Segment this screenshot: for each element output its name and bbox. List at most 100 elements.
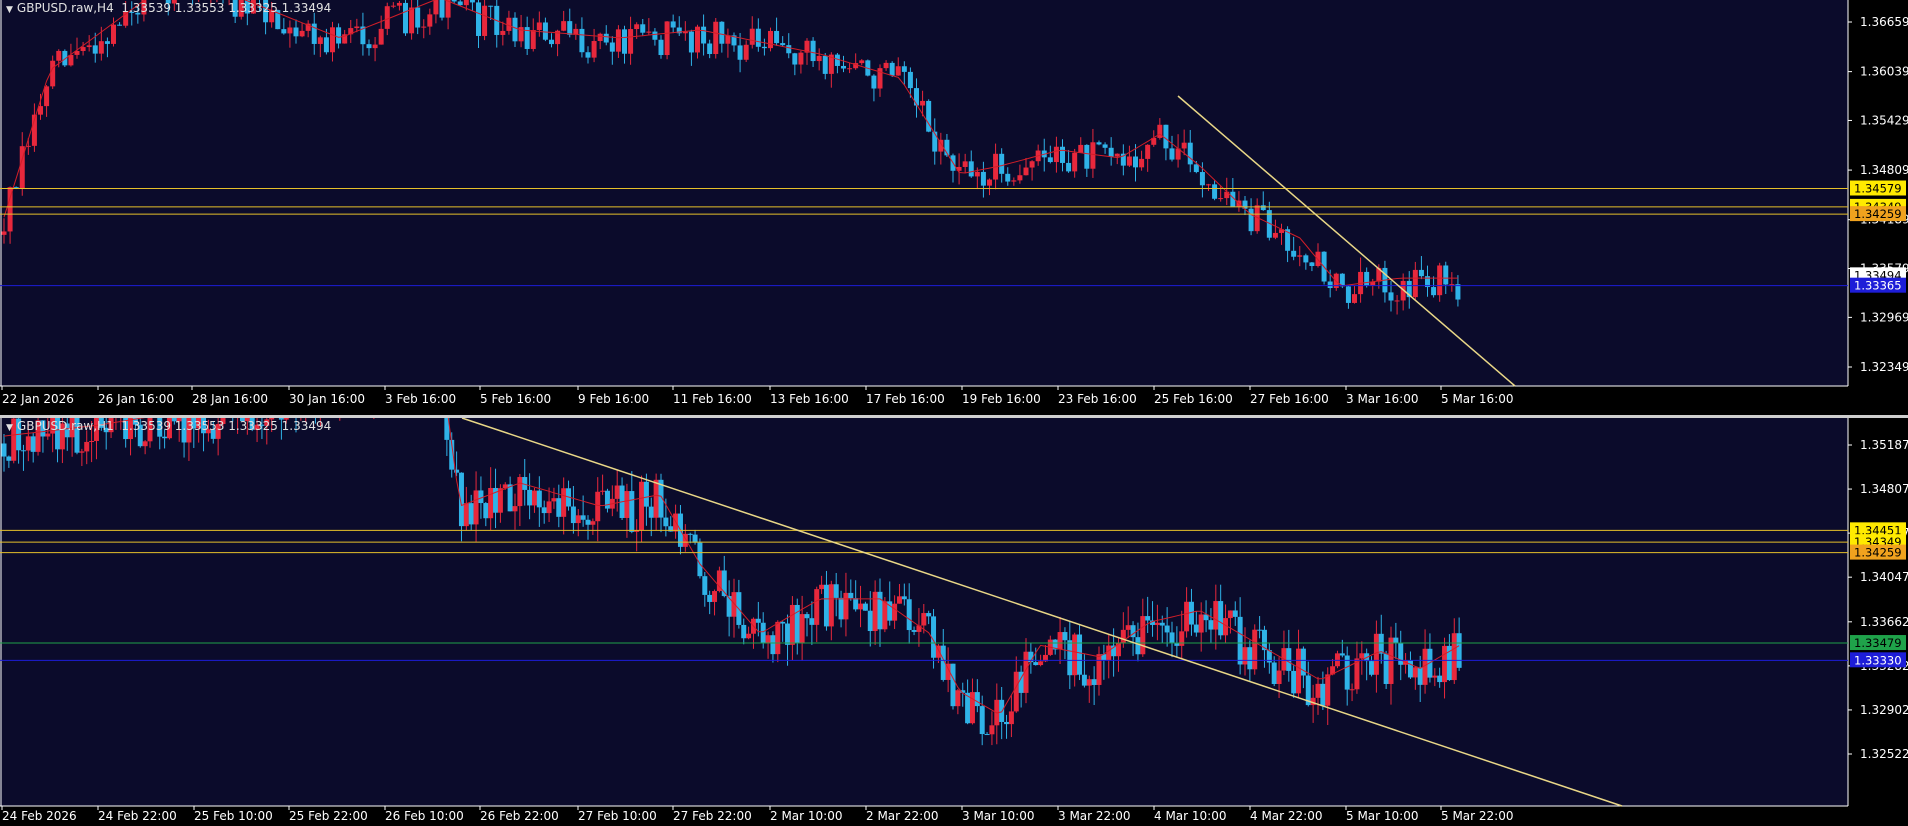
candle-body <box>259 424 265 426</box>
candle-body <box>804 40 810 53</box>
candle-body <box>1291 250 1297 257</box>
candle-body <box>13 187 19 189</box>
h4-title-text: GBPUSD.raw,H4 1.33539 1.33553 1.33325 1.… <box>16 1 332 15</box>
candle-body <box>561 21 567 31</box>
candle-body <box>1260 205 1266 211</box>
candle-body <box>1334 653 1340 667</box>
candle-body <box>507 484 513 512</box>
candle-body <box>1090 142 1096 169</box>
candle-body <box>609 42 615 52</box>
candle-body <box>962 161 968 167</box>
candle-body <box>186 418 192 443</box>
candle-body <box>1376 267 1382 282</box>
candle-body <box>969 692 975 724</box>
candle-body <box>278 418 284 420</box>
candle-body <box>342 34 348 44</box>
candle-body <box>1218 198 1224 200</box>
candle-body <box>770 635 776 655</box>
candle-body <box>1213 601 1219 630</box>
h4-chart-panel[interactable]: 1.366591.360391.354291.348091.341891.335… <box>0 0 1908 415</box>
candle-body <box>960 690 966 693</box>
time-tick-label: 28 Jan 16:00 <box>192 392 268 406</box>
candle-body <box>19 146 25 189</box>
candle-body <box>79 451 85 453</box>
candle-body <box>980 171 986 186</box>
candle-body <box>11 418 17 461</box>
candle-body <box>527 489 533 506</box>
h1-chart-canvas[interactable]: 1.351871.348071.344271.340471.336621.332… <box>0 418 1908 826</box>
collapse-triangle-icon[interactable]: ▼ <box>6 423 13 433</box>
candle-body <box>25 145 31 147</box>
candle-body <box>634 24 640 30</box>
h1-chart-title: ▼ GBPUSD.raw,H1 1.33539 1.33553 1.33325 1… <box>6 419 331 433</box>
candle-body <box>103 427 109 433</box>
candle-body <box>269 418 275 420</box>
candle-body <box>1266 210 1272 238</box>
candle-body <box>901 66 907 72</box>
candle-body <box>35 420 41 452</box>
candle-body <box>1038 661 1044 666</box>
candle-body <box>84 441 90 452</box>
candle-body <box>1062 632 1068 641</box>
candle-body <box>415 7 421 28</box>
candle-body <box>965 692 971 724</box>
candle-body <box>1072 634 1078 676</box>
candle-body <box>575 515 581 524</box>
candle-body <box>1252 629 1258 670</box>
candle-body <box>1315 683 1321 698</box>
time-tick-label: 2 Mar 10:00 <box>770 809 843 823</box>
collapse-triangle-icon[interactable]: ▼ <box>6 5 13 15</box>
candle-body <box>62 50 68 66</box>
candle-body <box>1422 648 1428 685</box>
price-tag <box>1850 544 1906 560</box>
candle-body <box>906 599 912 631</box>
candle-body <box>1151 137 1157 145</box>
candle-body <box>378 28 384 45</box>
candle-body <box>45 433 51 437</box>
candle-body <box>1272 232 1278 238</box>
h4-chart-canvas[interactable]: 1.366591.360391.354291.348091.341891.335… <box>0 0 1908 415</box>
candle-body <box>712 591 718 602</box>
candle-body <box>755 618 761 623</box>
candle-body <box>628 29 634 54</box>
candle-body <box>911 630 917 632</box>
candle-body <box>682 533 688 547</box>
candle-body <box>1091 679 1097 685</box>
candle-body <box>457 1 463 6</box>
candle-body <box>1227 610 1233 619</box>
h1-chart-panel[interactable]: 1.351871.348071.344271.340471.336621.332… <box>0 418 1908 826</box>
candle-body <box>719 21 725 44</box>
price-tick-label: 1.33662 <box>1860 615 1908 629</box>
candle-body <box>794 604 800 644</box>
candle-body <box>196 418 202 429</box>
candle-body <box>1285 229 1291 251</box>
candle-body <box>1300 648 1306 676</box>
candle-body <box>1 443 7 457</box>
panel-separator[interactable] <box>0 415 1908 418</box>
candle-body <box>478 490 484 504</box>
candle-body <box>640 24 646 33</box>
candle-body <box>1305 675 1311 706</box>
candle-body <box>1157 124 1163 138</box>
candle-body <box>585 52 591 58</box>
candle-body <box>220 418 226 425</box>
candle-body <box>1442 645 1448 683</box>
candle-body <box>755 28 761 47</box>
candle-body <box>541 507 547 514</box>
candle-body <box>1455 284 1461 300</box>
candle-body <box>69 418 75 438</box>
candle-body <box>634 530 640 532</box>
candle-body <box>74 50 80 55</box>
candle-body <box>882 601 888 630</box>
candle-body <box>579 28 585 53</box>
price-tick-label: 1.36039 <box>1860 65 1908 79</box>
candle-body <box>648 506 654 518</box>
candle-body <box>761 46 767 49</box>
candle-body <box>171 418 177 422</box>
candle-body <box>250 0 256 14</box>
candle-body <box>814 589 820 625</box>
candle-body <box>1286 648 1292 671</box>
candle-body <box>249 418 255 430</box>
candle-body <box>695 26 700 53</box>
candle-body <box>1431 287 1437 296</box>
